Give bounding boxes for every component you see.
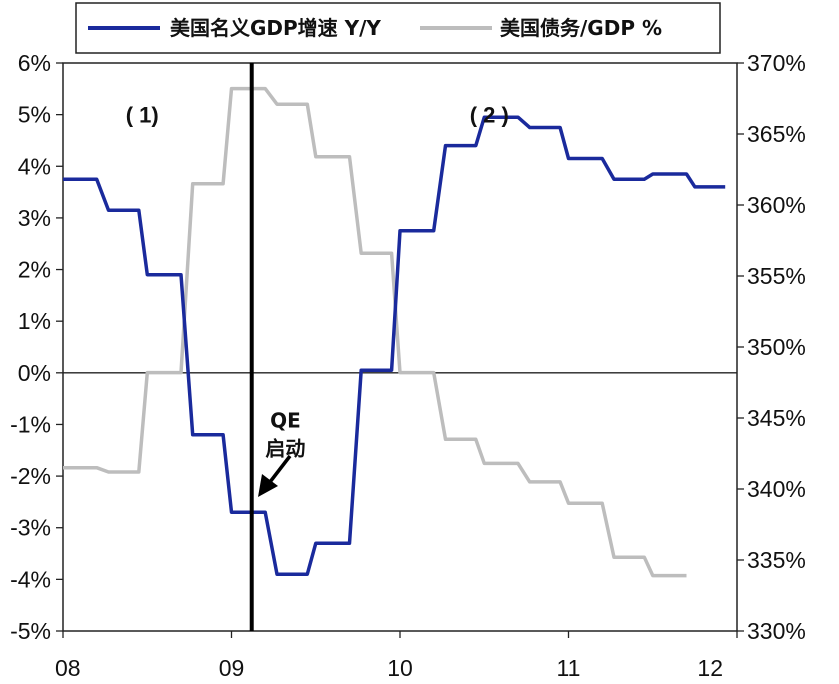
left-axis-tick-label: -4%: [10, 566, 51, 592]
right-axis-tick-label: 370%: [747, 50, 806, 76]
left-axis-tick-label: 1%: [18, 308, 51, 334]
plot-area: [62, 62, 738, 632]
right-axis-tick-label: 330%: [747, 618, 806, 644]
right-axis-tick-label: 350%: [747, 334, 806, 360]
right-axis-ticks: 370% 365% 360% 355% 350% 345% 340% 335% 330%: [737, 50, 806, 644]
annotation-arrow: [258, 454, 292, 497]
x-axis-tick-label: 11: [557, 655, 581, 681]
x-axis-tick-label: 10: [387, 655, 413, 681]
series-line-debt-gdp: [63, 86, 687, 578]
legend-box: [75, 2, 721, 54]
annotation-qe-start-label: 启动: [265, 437, 305, 461]
legend-label-debt-gdp: 美国债务/GDP %: [500, 16, 662, 40]
legend-label-gdp-growth: 美国名义GDP增速 Y/Y: [170, 16, 381, 40]
legend: 美国名义GDP增速 Y/Y 美国债务/GDP %: [75, 2, 721, 54]
right-axis-tick-label: 335%: [747, 547, 806, 573]
right-axis-tick-label: 340%: [747, 476, 806, 502]
left-axis-tick-label: -1%: [10, 411, 51, 437]
right-axis-tick-label: 345%: [747, 405, 806, 431]
x-axis-ticks: 08 09 10 11 12: [55, 631, 738, 681]
left-axis-tick-label: 0%: [18, 360, 51, 386]
annotation-qe-label: QE: [270, 409, 301, 433]
left-axis-tick-label: -2%: [10, 463, 51, 489]
annotation-period-2: ( 2 ): [470, 103, 509, 128]
series-line-gdp-growth: [63, 115, 726, 576]
right-axis-tick-label: 355%: [747, 263, 806, 289]
left-axis-tick-label: 4%: [18, 153, 51, 179]
x-axis-tick-label: 12: [697, 655, 723, 681]
x-axis-tick-label: 09: [219, 655, 245, 681]
left-axis-tick-label: 6%: [18, 50, 51, 76]
left-axis-ticks: 6% 5% 4% 3% 2% 1% 0% -1% -2% -3% -4% -5%: [10, 50, 63, 644]
left-axis-tick-label: 3%: [18, 205, 51, 231]
annotation-period-1: ( 1): [126, 103, 159, 128]
right-axis-tick-label: 360%: [747, 192, 806, 218]
right-axis-tick-label: 365%: [747, 121, 806, 147]
left-axis-tick-label: -3%: [10, 515, 51, 541]
x-axis-tick-label: 08: [55, 655, 81, 681]
left-axis-tick-label: -5%: [10, 618, 51, 644]
left-axis-tick-label: 2%: [18, 257, 51, 283]
left-axis-tick-label: 5%: [18, 102, 51, 128]
